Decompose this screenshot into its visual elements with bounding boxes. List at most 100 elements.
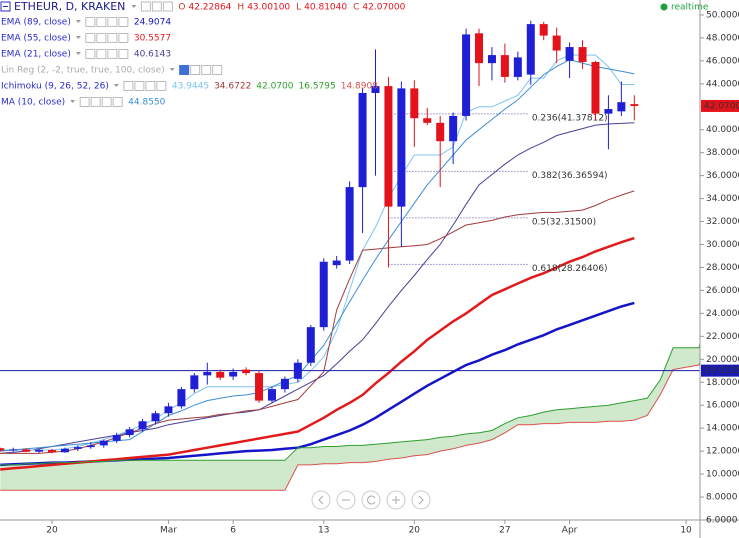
y-tick-label: 14.0000 [706, 424, 739, 434]
nav-buttons [311, 490, 431, 510]
dropdown-arrow [75, 36, 81, 39]
y-tick-label: 6.0000 [706, 516, 738, 526]
candle-body [48, 449, 56, 453]
indicator-icon [107, 33, 118, 43]
y-tick-label: 22.0000 [706, 332, 739, 342]
indicator-name: Lin Reg (2, -2, true, true, 100, close) [1, 66, 165, 76]
candle-body [384, 86, 393, 207]
y-tick-label: 24.0000 [706, 309, 739, 319]
indicator-icon [201, 65, 212, 75]
y-tick-label: 16.0000 [706, 401, 739, 411]
nav-icons [318, 495, 424, 505]
candle-body [255, 373, 264, 401]
candle-body [462, 34, 471, 116]
candle-body [397, 88, 406, 207]
candle-body [216, 371, 225, 378]
indicator-value: 40.6143 [134, 50, 171, 60]
y-tick-label: 38.0000 [706, 148, 739, 158]
indicator-line [0, 54, 635, 451]
indicator-value: 43.9445 [172, 82, 209, 92]
x-tick-label: 13 [318, 526, 329, 536]
candle-body [293, 362, 302, 379]
ohlc-value: 40.81040 [304, 3, 347, 13]
x-tick-label: Mar [160, 526, 177, 536]
scroll-right-button[interactable] [411, 490, 431, 510]
ohlc-value: 42.07000 [362, 3, 405, 13]
candle-body [0, 448, 5, 451]
candle-body [423, 118, 432, 123]
candle-body [552, 35, 561, 51]
candle-body [177, 389, 186, 407]
candle-body [267, 389, 276, 401]
indicator-value: 42.0700 [256, 82, 293, 92]
reset-button[interactable] [361, 490, 381, 510]
candle-body [125, 429, 134, 436]
candle-body [617, 102, 626, 112]
fib-label: 0.618(28.26406) [532, 264, 608, 274]
indicator-icon [123, 81, 134, 91]
candle-body [35, 449, 44, 452]
ohlc-key: C [353, 3, 359, 13]
y-tick-label: 12.0000 [706, 447, 739, 457]
x-tick-label: 20 [409, 526, 421, 536]
candle-body [60, 448, 69, 453]
fib-label: 0.236(41.37812) [532, 113, 608, 123]
indicator-value: 14.8908 [341, 82, 378, 92]
candle-body [151, 413, 160, 422]
candle-body [500, 55, 509, 77]
indicator-value: 34.6722 [214, 82, 251, 92]
indicator-icon [118, 17, 129, 27]
candle-body [410, 88, 419, 119]
indicator-icon [96, 33, 107, 43]
candle-body [513, 57, 522, 77]
y-tick-label: 36.0000 [706, 171, 739, 181]
price-axis-bg [700, 0, 739, 538]
indicator-icon [190, 65, 201, 75]
ohlc-key: H [237, 3, 244, 13]
candle-body [190, 375, 199, 390]
candle-body [436, 122, 445, 142]
indicator-line [0, 341, 700, 466]
candle-body [203, 371, 212, 376]
candle-body [319, 261, 328, 328]
ohlc-key: O [178, 3, 185, 13]
y-tick-label: 30.0000 [706, 240, 739, 250]
ohlc-key: L [296, 3, 301, 13]
dropdown-arrow [169, 68, 175, 71]
indicator-icon [85, 49, 96, 59]
candle-body [86, 445, 95, 448]
scroll-left-button[interactable] [311, 490, 331, 510]
cloud-fill [0, 343, 700, 491]
candle-body [242, 369, 251, 374]
y-tick-label: 10.0000 [706, 470, 739, 480]
candle-body [138, 421, 147, 430]
x-tick-label: 20 [46, 526, 58, 536]
header-icon [140, 1, 151, 12]
indicator-name: EMA (55, close) [1, 34, 71, 44]
candle-body [22, 449, 31, 452]
header-icon [151, 1, 162, 12]
indicator-name: MA (10, close) [1, 98, 65, 108]
y-tick-label: 26.0000 [706, 286, 739, 296]
indicator-icon [145, 81, 156, 91]
legend: ETHEUR, D, KRAKEN O 42.22864 H 43.00100 L 40.8… [0, 0, 406, 108]
dropdown-arrow [75, 52, 81, 55]
indicator-icon [107, 49, 118, 59]
indicator-icon [96, 17, 107, 27]
indicator-name: EMA (89, close) [1, 18, 71, 28]
y-tick-label: 44.0000 [706, 79, 739, 89]
candle-body [164, 406, 173, 414]
y-tick-label: 50.0000 [706, 10, 739, 20]
candle-body [112, 435, 121, 441]
fib-label: 0.382(36.36594) [532, 171, 608, 181]
fib-label: 0.5(32.31500) [532, 217, 596, 227]
candle-body [332, 260, 341, 266]
candle-body [578, 47, 587, 62]
price-badge-label: 42.0700 [704, 101, 739, 111]
indicator-icon [112, 97, 123, 107]
candle-body [280, 378, 289, 390]
candle-body [475, 33, 484, 64]
candle-body [526, 24, 535, 75]
indicator-icon [118, 49, 129, 59]
